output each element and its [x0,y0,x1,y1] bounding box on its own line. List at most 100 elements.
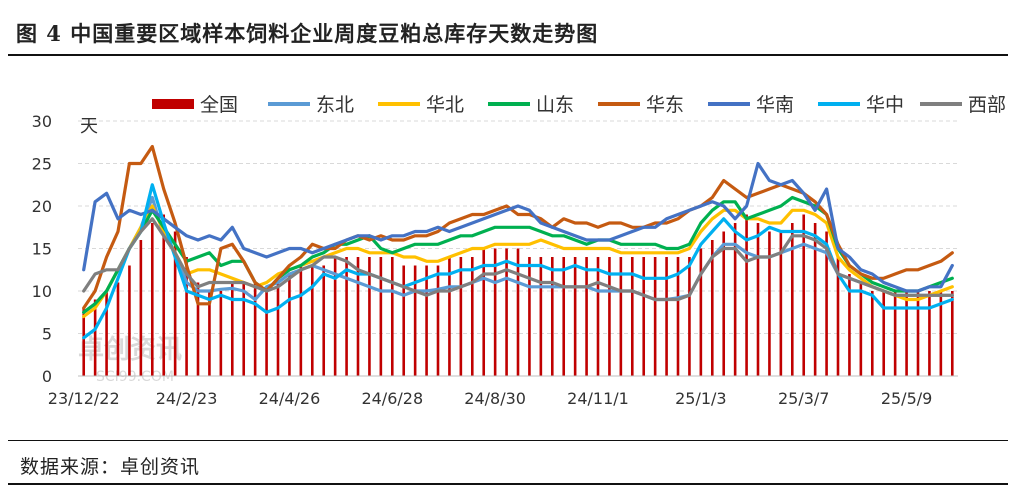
bar-quanguo [528,257,531,376]
bar-quanguo [436,265,440,376]
legend-label: 华北 [426,94,464,116]
bar-quanguo [288,274,291,376]
y-tick-label: 15 [32,240,52,259]
bar-quanguo [356,257,360,376]
y-tick-label: 25 [32,155,52,174]
bar-quanguo [779,231,783,376]
x-tick-label: 24/6/28 [361,389,423,408]
line-xibu [82,217,954,302]
bar-quanguo [139,240,143,376]
bar-quanguo [722,231,726,376]
bar-quanguo [482,248,486,376]
legend-label: 华中 [866,94,904,116]
bar-quanguo [150,223,154,376]
y-tick-label: 20 [32,197,52,216]
bar-quanguo [470,257,474,376]
bar-quanguo [825,231,828,376]
bar-quanguo [230,282,234,376]
bar-quanguo [848,274,851,376]
bar-quanguo [870,291,874,376]
bar-quanguo [413,265,417,376]
legend-swatch [152,99,194,109]
bar-quanguo [745,214,748,376]
line-dongbei [82,195,954,314]
bar-quanguo [516,248,520,376]
bar-quanguo [802,214,806,376]
bar-quanguo [550,257,554,376]
legend-label: 华南 [756,94,794,116]
bar-quanguo [539,257,543,376]
chart-svg: 卓创资讯SCI99.COM051015202530天23/12/2224/2/2… [32,94,1006,408]
bar-quanguo [93,299,97,376]
bar-quanguo [493,248,497,376]
bar-quanguo [813,223,817,376]
bar-quanguo [310,265,314,376]
bar-quanguo [768,231,771,376]
bar-quanguo [276,282,280,376]
bar-quanguo [756,223,760,376]
y-tick-label: 0 [42,367,52,386]
bar-quanguo [916,291,920,376]
bar-quanguo [185,257,188,376]
bar-quanguo [253,282,257,376]
bar-quanguo [505,248,508,376]
line-shandong [82,195,954,314]
x-tick-label: 24/4/26 [259,389,321,408]
bar-quanguo [733,223,737,376]
bar-quanguo [893,291,897,376]
y-tick-label: 30 [32,112,52,131]
legend-label: 全国 [200,94,238,116]
title-bar: 图 4 中国重要区域样本饲料企业周度豆粕总库存天数走势图 [8,8,1008,52]
watermark-subtext: SCI99.COM [96,369,174,385]
x-tick-label: 25/5/9 [881,389,933,408]
bar-quanguo [905,291,908,376]
bar-quanguo [630,257,634,376]
bar-quanguo [596,257,600,376]
bar-quanguo [219,291,223,376]
bar-quanguo [345,257,348,376]
title-rule [8,54,1008,56]
x-tick-label: 25/1/3 [675,389,727,408]
x-tick-label: 23/12/22 [48,389,120,408]
bar-quanguo [208,291,211,376]
bar-quanguo [299,265,303,376]
figure-title: 图 4 中国重要区域样本饲料企业周度豆粕总库存天数走势图 [16,21,599,46]
legend-label: 西部 [968,94,1006,116]
bar-quanguo [242,282,246,376]
bar-quanguo [562,257,566,376]
line-huanan [82,161,954,293]
y-tick-label: 10 [32,282,52,301]
chart-area: 卓创资讯SCI99.COM051015202530天23/12/2224/2/2… [0,56,1018,436]
bar-quanguo [642,257,646,376]
bar-quanguo [128,265,131,376]
bar-quanguo [710,240,714,376]
footer-rule-top [8,440,1008,441]
bar-quanguo [333,257,337,376]
bar-quanguo [688,257,691,376]
y-tick-label: 5 [42,325,52,344]
x-tick-label: 24/2/23 [156,389,218,408]
x-tick-label: 24/8/30 [464,389,526,408]
line-huabei [82,204,954,319]
bar-quanguo [425,265,428,376]
x-tick-label: 24/11/1 [567,389,629,408]
bar-quanguo [790,223,794,376]
legend-label: 东北 [316,94,354,116]
bar-quanguo [368,257,371,376]
bar-quanguo [379,257,383,376]
bar-quanguo [105,291,108,376]
bar-quanguo [585,257,588,376]
bar-quanguo [950,291,954,376]
y-unit-label: 天 [80,116,98,137]
bar-quanguo [448,257,451,376]
legend-label: 山东 [536,94,574,116]
bar-quanguo [699,248,703,376]
bar-quanguo [608,257,611,376]
bar-quanguo [836,257,840,376]
bar-quanguo [619,257,623,376]
bar-quanguo [939,291,943,376]
bar-quanguo [265,291,268,376]
bar-quanguo [390,257,394,376]
bar-quanguo [653,257,657,376]
bar-quanguo [82,308,86,376]
